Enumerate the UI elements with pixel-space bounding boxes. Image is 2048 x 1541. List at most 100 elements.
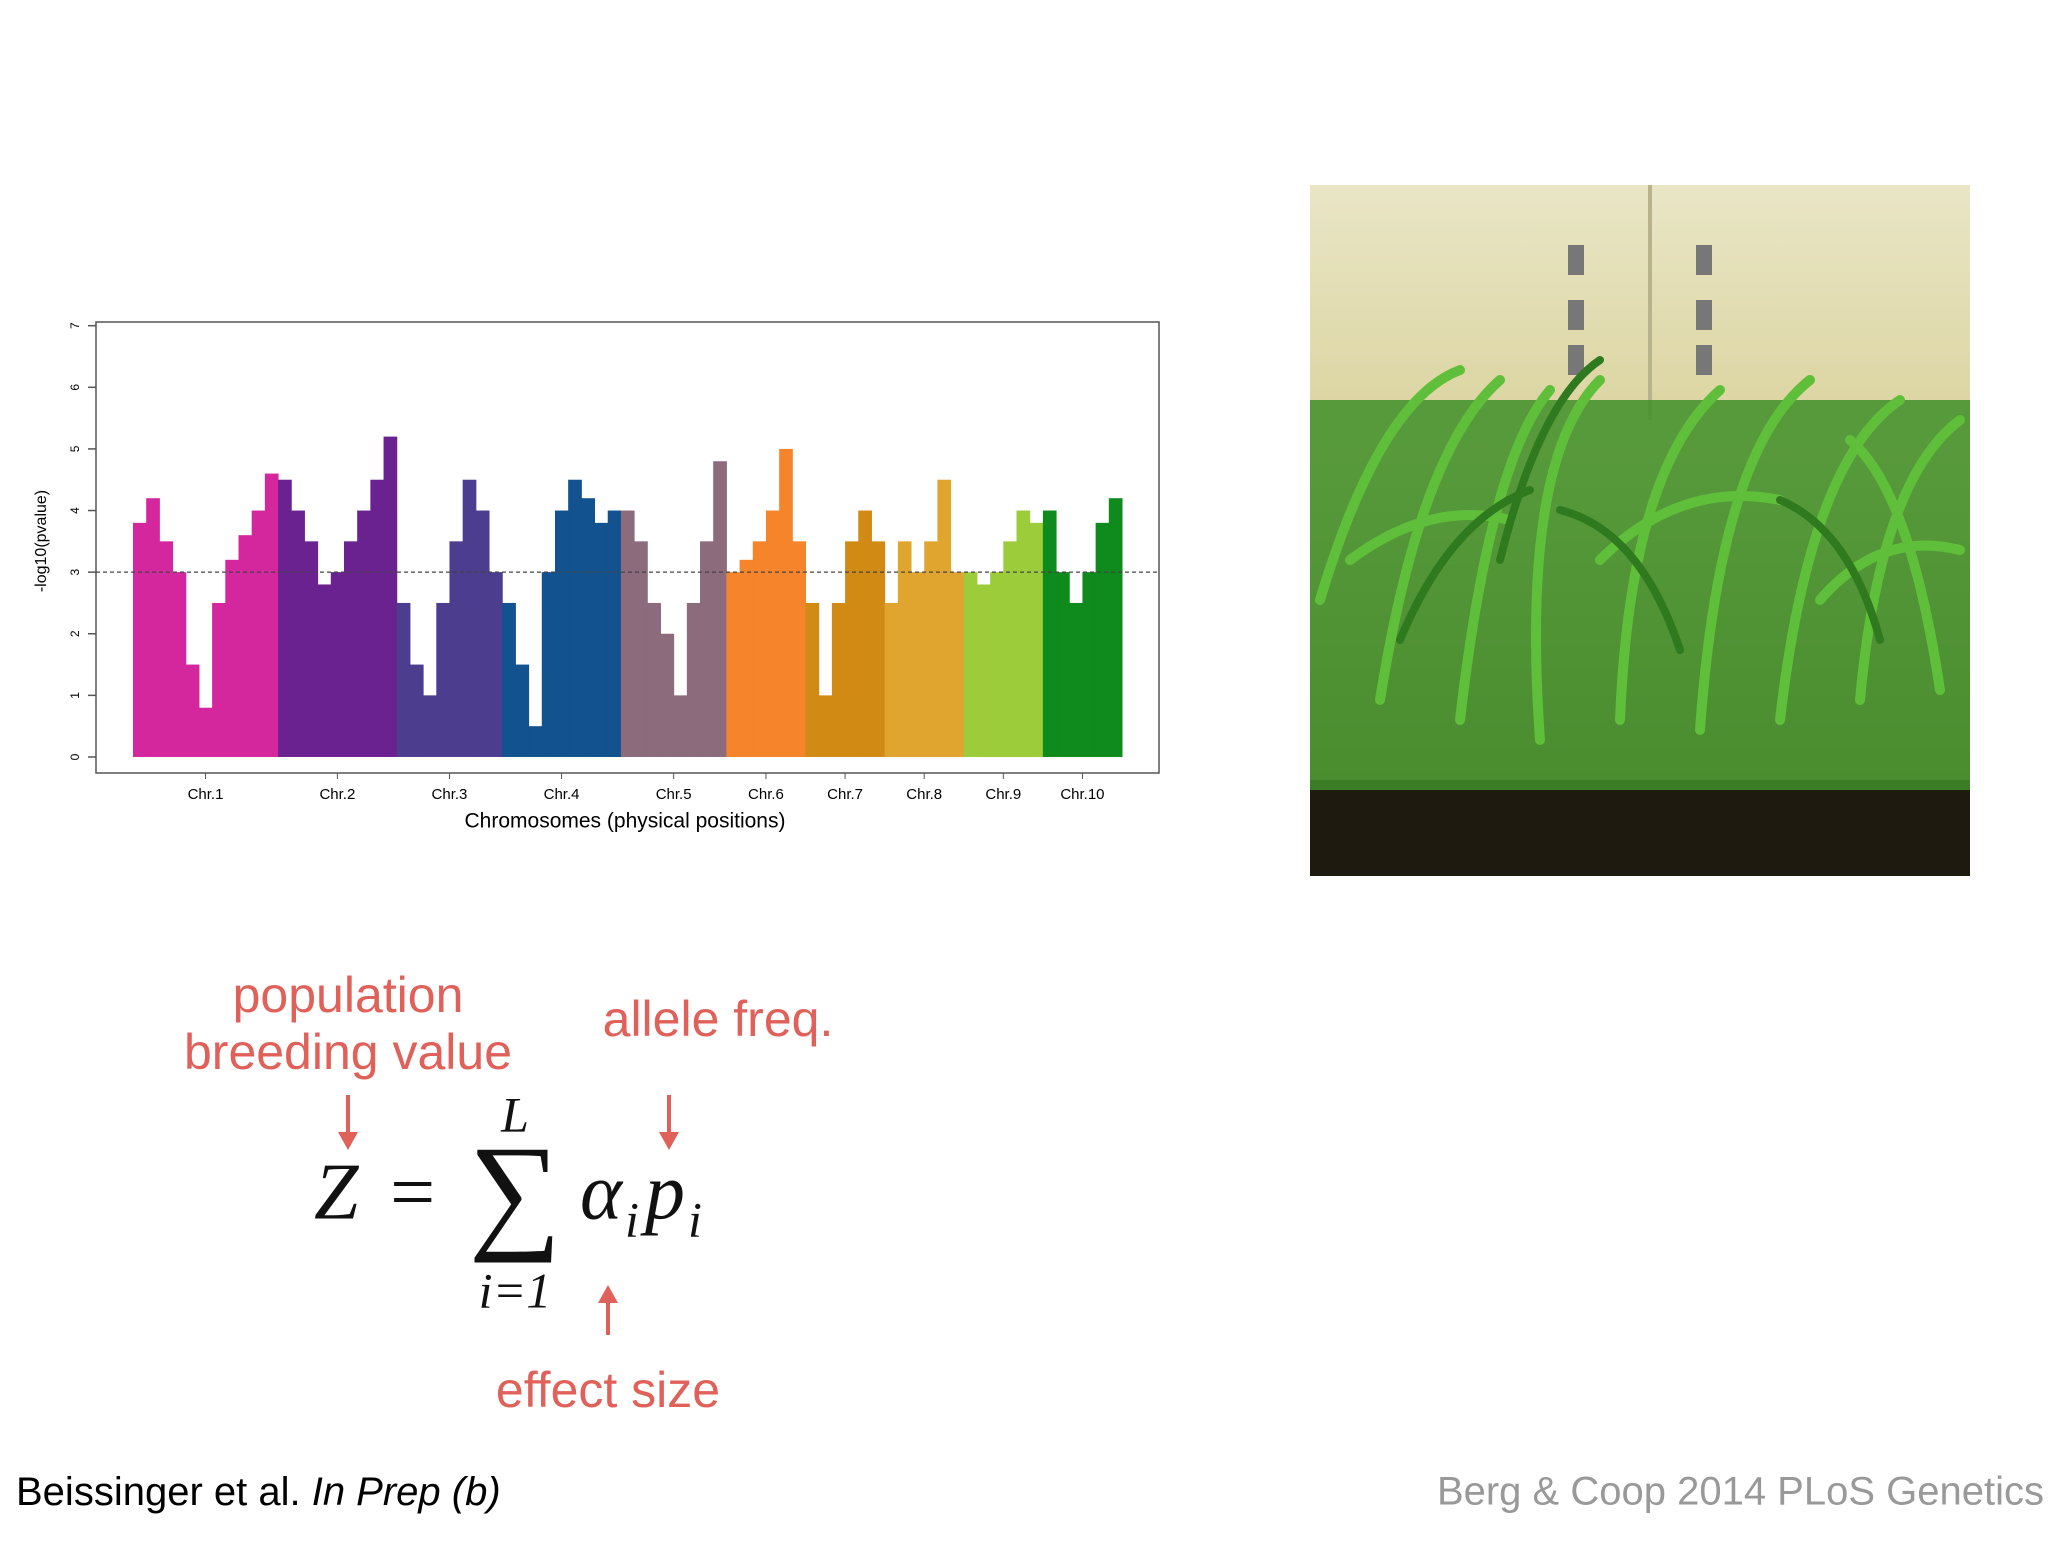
chromosome-bar	[858, 510, 872, 757]
chromosome-bar	[1003, 541, 1018, 757]
y-tick-label: 5	[68, 445, 82, 452]
x-tick-label: Chr.3	[432, 786, 468, 803]
equation-lower: i=1	[479, 1262, 552, 1318]
equation-sum: ∑	[469, 1120, 562, 1264]
chromosome-bar	[159, 541, 174, 757]
annotation: population	[233, 967, 464, 1023]
y-tick-label: 7	[68, 322, 82, 329]
y-tick-label: 2	[68, 630, 82, 637]
chromosome-bar	[383, 436, 398, 757]
equation-p: p	[640, 1148, 685, 1236]
chromosome-bar	[449, 541, 464, 757]
x-tick-label: Chr.1	[188, 786, 224, 803]
chromosome-bar	[1108, 498, 1123, 757]
chromosome-bar	[924, 541, 938, 757]
chromosome-bar	[581, 498, 596, 757]
annotation: effect size	[496, 1362, 720, 1418]
y-tick-label: 4	[68, 507, 82, 514]
x-tick-label: Chr.5	[656, 786, 692, 803]
chromosome-bar	[212, 602, 226, 757]
chromosome-bar	[990, 572, 1004, 757]
chromosome-bar	[779, 448, 793, 757]
chromosome-bar	[515, 664, 530, 757]
citation-right: Berg & Coop 2014 PLoS Genetics	[1437, 1470, 2044, 1514]
citation-italic: In Prep (b)	[312, 1470, 501, 1514]
y-axis-label: -log10(pvalue)	[33, 490, 50, 592]
chromosome-bar	[1095, 522, 1110, 757]
chromosome-bar	[700, 541, 714, 757]
chromosome-bar	[291, 510, 305, 757]
chromosome-bar	[607, 510, 622, 757]
annotation: breeding value	[184, 1024, 512, 1080]
chromosome-bar	[911, 572, 925, 757]
arrows	[338, 1095, 679, 1335]
equation-upper: L	[500, 1086, 529, 1142]
citation-text: Beissinger et al.	[16, 1470, 312, 1514]
chromosome-bar	[897, 541, 912, 757]
chromosome-bar	[278, 479, 292, 757]
chromosome-bar	[357, 510, 371, 757]
chromosome-bar	[370, 479, 385, 757]
annotation: allele freq.	[603, 991, 834, 1047]
chromosome-bar	[752, 541, 767, 757]
plot-frame	[95, 321, 1160, 774]
chromosome-bar	[238, 535, 253, 757]
x-tick-label: Chr.10	[1060, 786, 1104, 803]
chromosome-bar	[647, 602, 661, 757]
chromosome-bar	[225, 559, 239, 757]
chromosome-bar	[1042, 510, 1057, 757]
chromosome-bar	[541, 572, 556, 757]
y-tick-label: 6	[68, 384, 82, 391]
x-tick-label: Chr.4	[544, 786, 580, 803]
chromosome-bar	[475, 510, 490, 757]
chromosome-bar	[436, 602, 450, 757]
chromosome-bar	[198, 707, 213, 757]
chromosome-bar	[172, 572, 187, 757]
x-tick-label: Chr.6	[748, 786, 784, 803]
equation-sub: i	[625, 1191, 639, 1247]
chromosome-bar	[502, 602, 516, 757]
chromosome-bar	[805, 602, 820, 757]
chromosome-bar	[660, 633, 675, 757]
chromosome-bar	[818, 695, 833, 757]
chromosome-bar	[713, 461, 727, 757]
chromosome-bar	[673, 695, 688, 757]
chromosome-bar	[1056, 572, 1070, 757]
y-tick-label: 3	[68, 568, 82, 575]
chromosome-bar	[251, 510, 266, 757]
photo	[1310, 185, 1970, 876]
equation-sub: i	[688, 1191, 702, 1247]
chromosome-bar	[950, 572, 965, 757]
chromosome-bar	[594, 522, 609, 757]
chromosome-bar	[1029, 522, 1044, 757]
chromosome-bar	[620, 510, 635, 757]
citation-left: Beissinger et al. In Prep (b)	[16, 1470, 501, 1514]
chromosome-bar	[871, 541, 886, 757]
chromosome-bar	[462, 479, 477, 757]
chromosome-bar	[963, 572, 978, 757]
chromosome-bar	[554, 510, 569, 757]
chromosome-bar	[528, 726, 543, 757]
chromosome-bar	[343, 541, 358, 757]
y-tick-label: 1	[68, 692, 82, 699]
chromosome-bar	[845, 541, 859, 757]
chromosome-bar	[937, 479, 952, 757]
equation-alpha: α	[580, 1148, 624, 1236]
chromosome-bar	[317, 584, 332, 757]
chromosome-bar	[185, 664, 200, 757]
chromosome-bar	[568, 479, 582, 757]
chromosome-bar	[831, 602, 846, 757]
chromosome-bar	[146, 498, 160, 757]
chromosome-bar	[976, 584, 991, 757]
chromosome-bar	[686, 602, 701, 757]
x-axis-label: Chromosomes (physical positions)	[465, 810, 786, 833]
chromosome-bar	[330, 572, 345, 757]
chromosome-bar	[792, 541, 807, 757]
x-tick-label: Chr.2	[319, 786, 355, 803]
chromosome-bar	[489, 572, 503, 757]
x-tick-label: Chr.9	[985, 786, 1021, 803]
equation-z: Z	[314, 1148, 360, 1236]
equation-eq: =	[385, 1148, 439, 1236]
x-tick-label: Chr.8	[906, 786, 942, 803]
